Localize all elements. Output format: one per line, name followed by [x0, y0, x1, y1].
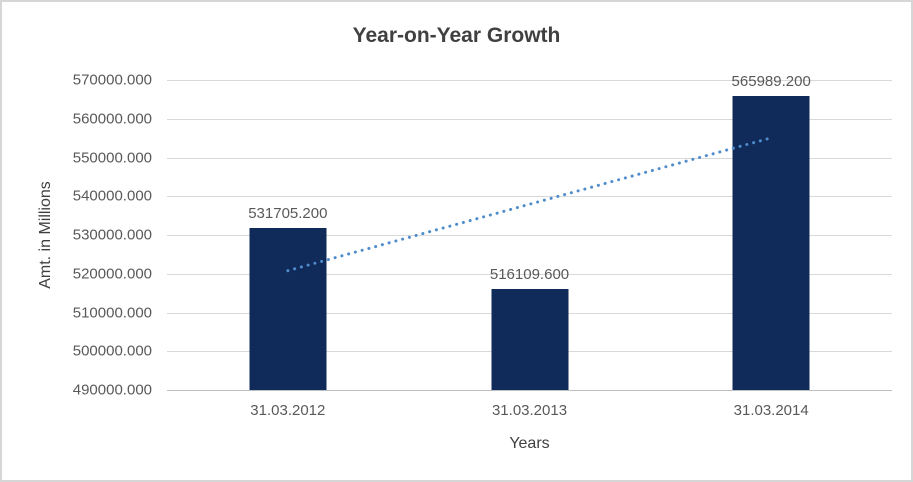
- y-tick-label: 490000.000: [72, 381, 152, 399]
- bar-slot: 516109.600: [409, 80, 651, 390]
- trendline-path: [286, 136, 773, 273]
- data-label: 531705.200: [248, 205, 328, 223]
- chart-title: Year-on-Year Growth: [352, 24, 561, 47]
- x-axis-title: Years: [509, 435, 550, 452]
- data-label: 516109.600: [489, 265, 570, 283]
- plot-area: 531705.200 516109.600 565989.200: [167, 73, 892, 391]
- y-tick-label: 520000.000: [72, 265, 152, 283]
- gridline: [167, 196, 892, 198]
- y-tick-label: 510000.000: [72, 304, 152, 321]
- bar-31.03.2013: [491, 288, 568, 390]
- x-axis-ticks: 31.03.2012 31.03.2013 31.03.2014: [167, 402, 892, 419]
- y-axis-ticks: 570000.000 560000.000 550000.000 540000.000…: [2, 72, 152, 399]
- gridline: [167, 157, 892, 159]
- trendline: [286, 136, 773, 273]
- y-tick-label: 500000.000: [72, 342, 152, 360]
- gridline: [167, 118, 892, 120]
- x-tick-label: 31.03.2012: [250, 402, 326, 419]
- data-label: 565989.200: [731, 72, 811, 90]
- bar-slot: 531705.200: [167, 80, 409, 390]
- y-tick-label: 540000.000: [72, 187, 152, 205]
- x-tick-label: 31.03.2014: [733, 402, 809, 419]
- x-tick-label: 31.03.2013: [491, 402, 568, 419]
- gridline: [167, 273, 892, 275]
- gridline: [167, 235, 892, 236]
- y-tick-label: 570000.000: [72, 71, 152, 89]
- y-tick-label: 550000.000: [72, 149, 152, 166]
- y-tick-label: 530000.000: [72, 226, 152, 244]
- y-tick-label: 560000.000: [72, 110, 152, 128]
- gridline: [167, 80, 892, 81]
- bars-layer: 531705.200 516109.600 565989.200: [167, 73, 892, 390]
- bar-31.03.2012: [249, 228, 327, 390]
